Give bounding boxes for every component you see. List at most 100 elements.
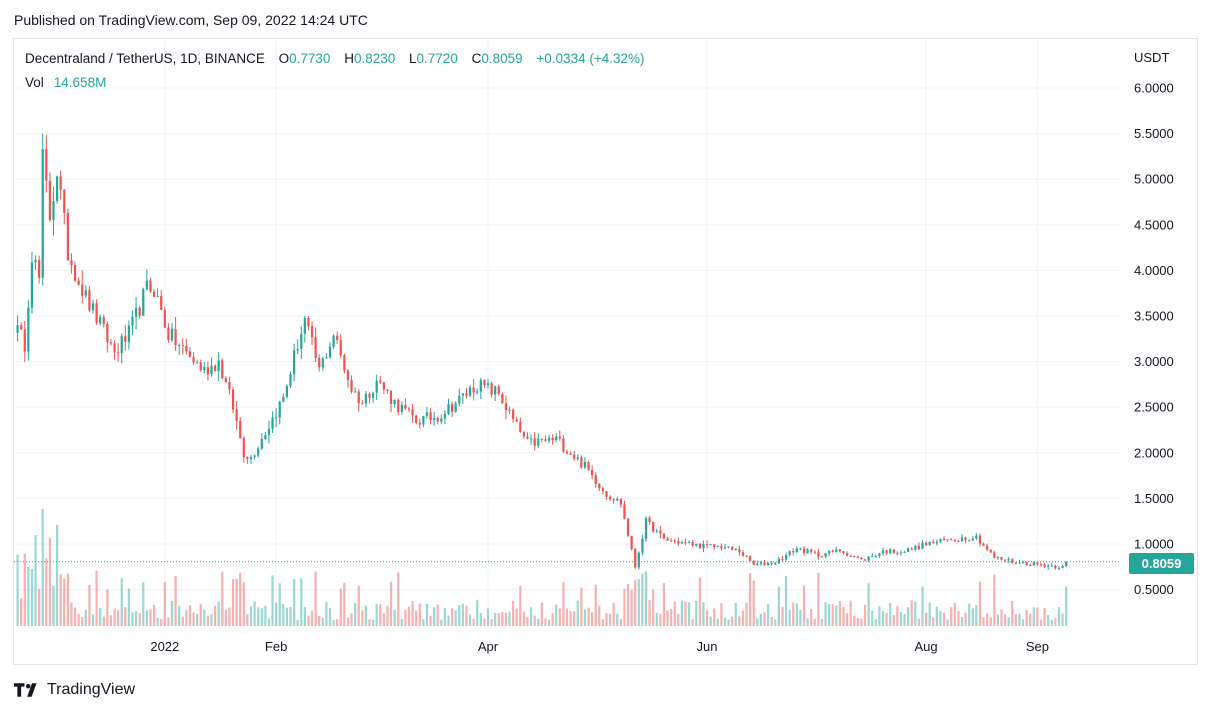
volume-bar	[357, 585, 360, 626]
candle-body	[533, 438, 536, 446]
y-tick-label: 6.0000	[1134, 81, 1174, 96]
candle-body	[472, 387, 475, 393]
candle-body	[806, 549, 809, 553]
volume-bar	[1007, 617, 1010, 626]
candle-body	[113, 343, 116, 353]
candle-body	[1011, 559, 1014, 563]
last-price-tag: 0.8059	[1129, 553, 1194, 574]
candle-body	[30, 262, 34, 308]
x-tick-label: Jun	[697, 639, 718, 654]
volume-bar	[149, 609, 152, 626]
volume-bar	[27, 566, 30, 626]
volume-bar	[601, 619, 605, 626]
volume-bar	[659, 614, 662, 626]
volume-bar	[727, 619, 730, 626]
volume-value: 14.658M	[53, 75, 107, 90]
volume-bar	[695, 600, 698, 626]
volume-bar	[468, 614, 472, 626]
candle-body	[1021, 562, 1025, 564]
volume-bar	[1057, 607, 1061, 626]
candle-body	[346, 370, 350, 381]
volume-bar	[723, 617, 727, 626]
candle-body	[188, 351, 192, 358]
volume-bar	[824, 601, 827, 626]
volume-bar	[30, 568, 34, 626]
volume-bar	[224, 609, 227, 626]
volume-bar	[885, 612, 888, 626]
volume-bar	[443, 607, 447, 626]
volume-bar	[206, 615, 210, 626]
volume-bar	[99, 607, 102, 626]
candle-body	[1014, 562, 1017, 564]
candle-body	[838, 549, 842, 552]
candle-body	[239, 420, 242, 439]
volume-bar	[127, 588, 131, 626]
candle-body	[687, 542, 691, 544]
volume-bar	[684, 601, 687, 626]
volume-bar	[70, 602, 73, 626]
candle-body	[386, 389, 389, 392]
candle-body	[221, 360, 224, 379]
candle-body	[461, 393, 464, 396]
volume-bar	[210, 614, 213, 626]
candle-body	[874, 555, 877, 557]
footer-brand[interactable]: TradingView	[14, 681, 135, 699]
volume-bar	[558, 608, 561, 626]
candle-body	[465, 393, 468, 396]
volume-bar	[720, 603, 723, 626]
volume-bar	[267, 618, 271, 626]
volume-bar	[102, 616, 105, 626]
legend-high-label: H	[344, 51, 354, 66]
y-tick-label: 2.0000	[1134, 445, 1174, 460]
candle-body	[45, 149, 48, 181]
candle-body	[16, 325, 19, 333]
published-caption: Published on TradingView.com, Sep 09, 20…	[14, 12, 368, 28]
candle-layer	[16, 133, 1068, 571]
candle-body	[659, 530, 662, 534]
candle-body	[38, 259, 41, 278]
candle-body	[950, 539, 953, 541]
candle-body	[608, 496, 612, 500]
volume-bar	[1065, 586, 1068, 626]
volume-bar	[170, 600, 174, 626]
volume-bar	[1032, 607, 1035, 626]
candle-body	[971, 538, 974, 541]
volume-bar	[616, 613, 619, 626]
volume-bar	[652, 589, 655, 626]
volume-bar	[45, 558, 48, 626]
volume-bar	[66, 573, 69, 626]
volume-bar	[1018, 613, 1021, 626]
candle-body	[788, 551, 791, 555]
volume-bar	[853, 615, 856, 626]
volume-bar	[831, 604, 834, 626]
candle-body	[292, 350, 296, 375]
candle-body	[422, 415, 425, 425]
candle-body	[878, 553, 881, 556]
volume-bar	[472, 618, 475, 626]
candle-body	[55, 176, 59, 201]
ohlc-legend: Decentraland / TetherUS, 1D, BINANCE O0.…	[25, 51, 645, 66]
candle-body	[594, 475, 597, 485]
volume-bar	[425, 604, 429, 626]
chart-frame[interactable]	[13, 38, 1198, 665]
volume-bar	[239, 572, 242, 626]
volume-bar	[540, 602, 543, 626]
volume-bar	[63, 578, 66, 626]
legend-open-label: O	[278, 51, 290, 66]
candle-body	[709, 544, 712, 546]
volume-bar	[199, 603, 202, 626]
candle-body	[106, 324, 109, 343]
volume-bar	[81, 616, 84, 626]
candle-body	[881, 550, 885, 554]
candle-body	[598, 484, 601, 489]
volume-bar	[634, 580, 637, 626]
candle-body	[734, 549, 737, 551]
candle-body	[84, 290, 87, 296]
candle-body	[745, 555, 748, 557]
volume-label: Vol	[25, 75, 44, 90]
candle-body	[203, 367, 206, 371]
volume-bar	[228, 607, 231, 626]
volume-bar	[838, 600, 842, 626]
candle-body	[99, 317, 102, 324]
